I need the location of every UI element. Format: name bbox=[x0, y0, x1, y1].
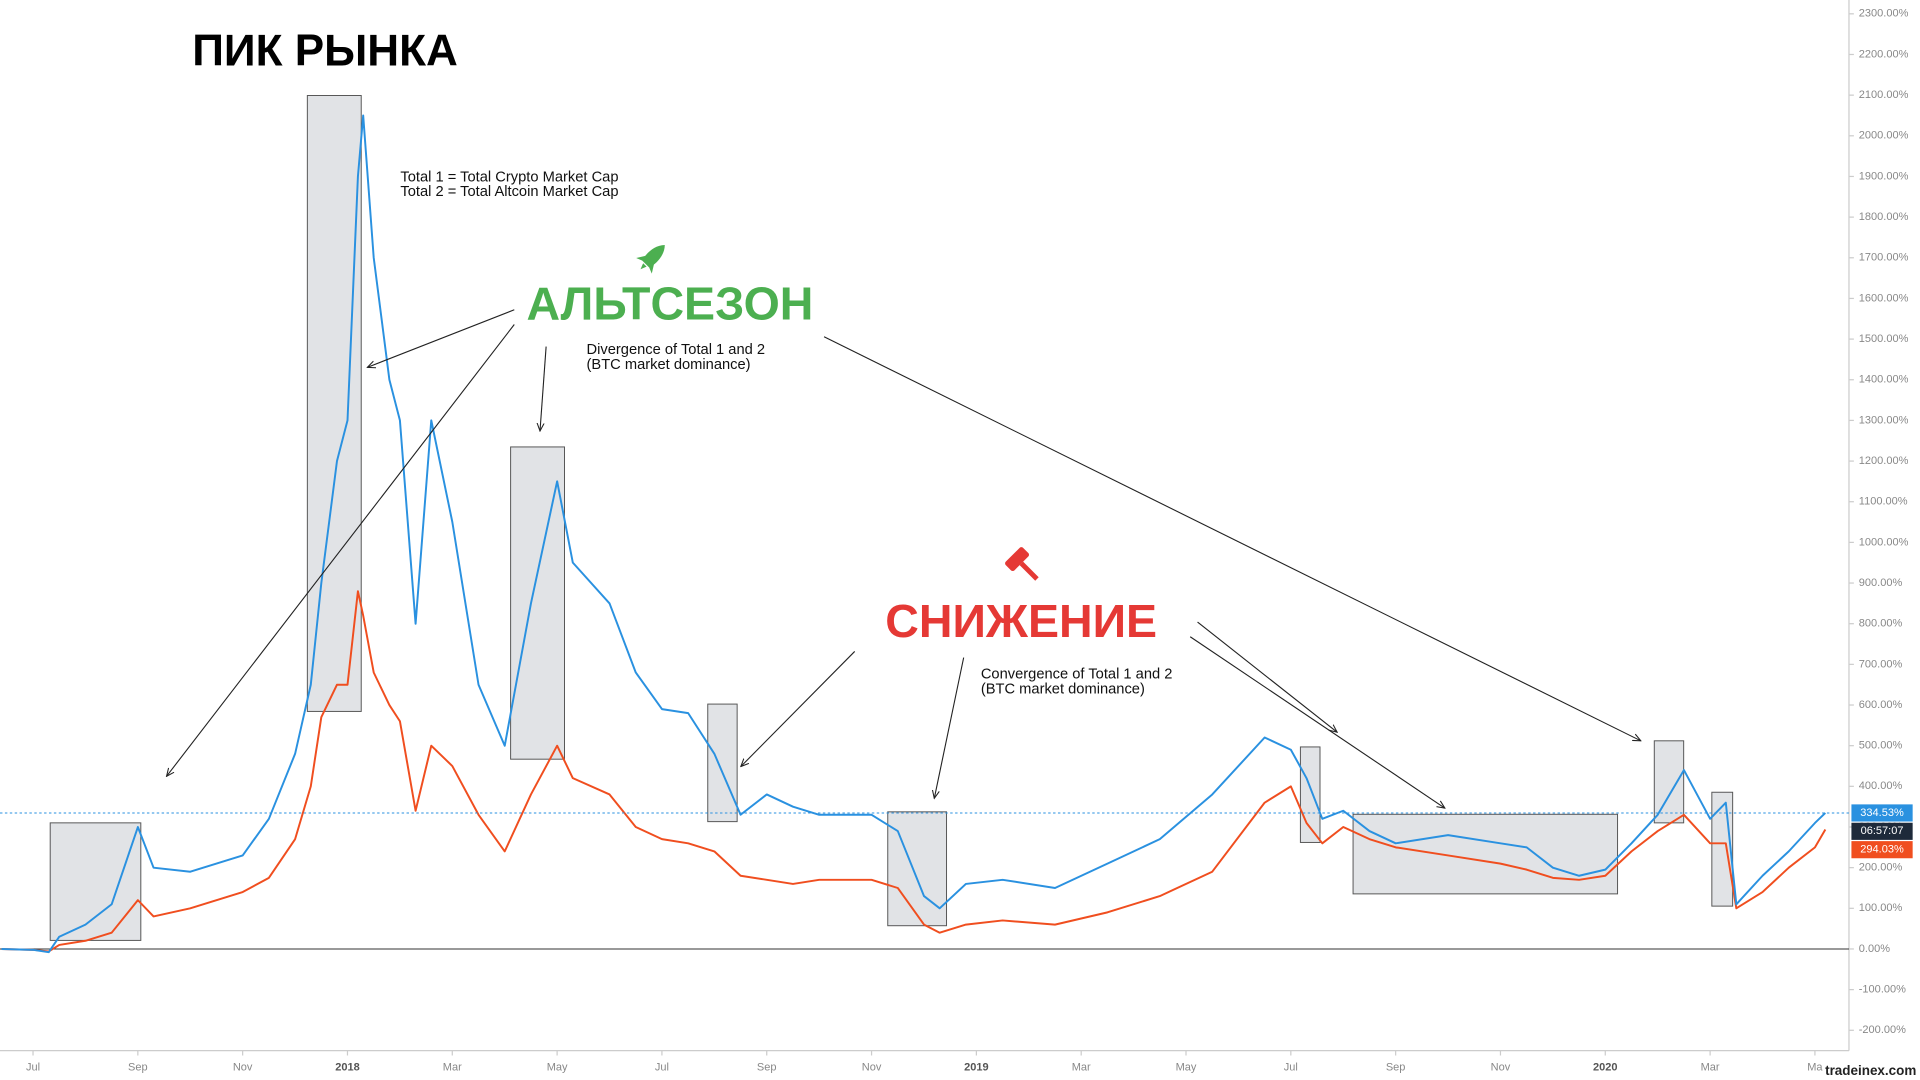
y-tick-label: 0.00% bbox=[1859, 943, 1890, 955]
y-tick-label: 1500.00% bbox=[1859, 333, 1909, 345]
y-tick-label: 500.00% bbox=[1859, 740, 1903, 752]
series-line bbox=[1, 114, 1827, 954]
countdown-label: 06:57:07 bbox=[1851, 822, 1913, 840]
price-label-text: 334.53% bbox=[1860, 807, 1904, 819]
arrow bbox=[823, 336, 1641, 741]
note: Total 2 = Total Altcoin Market Cap bbox=[400, 184, 618, 200]
plot: -200.00%-100.00%0.00%100.00%200.00%300.0… bbox=[0, 8, 1913, 1074]
arrow bbox=[167, 324, 515, 776]
price-label: 294.03% bbox=[1851, 841, 1913, 859]
note: Total 1 = Total Crypto Market Cap bbox=[400, 169, 618, 185]
arrow bbox=[1197, 621, 1338, 732]
y-tick-label: 100.00% bbox=[1859, 902, 1903, 914]
y-tick-label: 2200.00% bbox=[1859, 48, 1909, 60]
countdown-label-text: 06:57:07 bbox=[1861, 825, 1904, 837]
x-tick-label: May bbox=[1176, 1062, 1197, 1074]
y-tick-label: 1200.00% bbox=[1859, 455, 1909, 467]
arrow bbox=[741, 651, 856, 766]
y-tick-label: 2300.00% bbox=[1859, 8, 1909, 20]
watermark: tradeinex.com bbox=[1825, 1063, 1916, 1078]
y-tick-label: 700.00% bbox=[1859, 658, 1903, 670]
x-tick-label: Ma bbox=[1807, 1062, 1823, 1074]
y-tick-label: 200.00% bbox=[1859, 862, 1903, 874]
x-tick-label: Mar bbox=[1701, 1062, 1720, 1074]
highlight-box bbox=[306, 95, 362, 712]
y-tick-label: 1700.00% bbox=[1859, 252, 1909, 264]
arrow bbox=[934, 657, 965, 799]
y-tick-label: 1800.00% bbox=[1859, 211, 1909, 223]
y-tick-label: 400.00% bbox=[1859, 780, 1903, 792]
altseason-label: АЛЬТСЕЗОН bbox=[527, 278, 814, 330]
arrow bbox=[1189, 636, 1445, 808]
x-tick-label: Jul bbox=[1284, 1062, 1298, 1074]
x-tick-label: Sep bbox=[128, 1062, 148, 1074]
highlight-box bbox=[510, 446, 565, 760]
price-label-text: 294.03% bbox=[1860, 844, 1904, 856]
x-tick-label: 2019 bbox=[964, 1062, 989, 1074]
headline: ПИК РЫНКА bbox=[192, 27, 458, 76]
y-tick-label: 1600.00% bbox=[1859, 292, 1909, 304]
y-tick-label: 900.00% bbox=[1859, 577, 1903, 589]
y-tick-label: 600.00% bbox=[1859, 699, 1903, 711]
y-tick-label: 2000.00% bbox=[1859, 130, 1909, 142]
y-tick-label: 1300.00% bbox=[1859, 414, 1909, 426]
x-tick-label: 2020 bbox=[1593, 1062, 1618, 1074]
x-tick-label: Sep bbox=[1386, 1062, 1406, 1074]
gavel-icon bbox=[1005, 547, 1039, 581]
y-tick-label: 1900.00% bbox=[1859, 170, 1909, 182]
highlight-box bbox=[1653, 740, 1685, 824]
highlight-box bbox=[887, 811, 948, 927]
x-tick-label: Jul bbox=[26, 1062, 40, 1074]
decline-label: СНИЖЕНИЕ bbox=[885, 595, 1157, 647]
x-tick-label: 2018 bbox=[335, 1062, 360, 1074]
arrows bbox=[167, 309, 1641, 808]
x-tick-label: Jul bbox=[655, 1062, 669, 1074]
y-tick-label: -100.00% bbox=[1859, 984, 1906, 996]
note: (BTC market dominance) bbox=[981, 681, 1145, 697]
series-line bbox=[1, 590, 1827, 953]
arrow bbox=[540, 346, 547, 431]
note: (BTC market dominance) bbox=[587, 357, 751, 373]
y-tick-label: 800.00% bbox=[1859, 618, 1903, 630]
countdown-label-box bbox=[1851, 822, 1913, 840]
arrow bbox=[367, 309, 515, 368]
highlight-box bbox=[1352, 813, 1619, 895]
x-tick-label: Mar bbox=[443, 1062, 462, 1074]
y-tick-label: 1100.00% bbox=[1859, 496, 1908, 508]
highlight-box bbox=[49, 822, 142, 941]
rocket-icon bbox=[636, 245, 665, 274]
x-tick-label: Sep bbox=[757, 1062, 777, 1074]
y-tick-label: 2100.00% bbox=[1859, 89, 1909, 101]
highlight-box bbox=[1711, 791, 1734, 907]
x-tick-label: Nov bbox=[862, 1062, 882, 1074]
y-tick-label: -200.00% bbox=[1859, 1024, 1906, 1036]
note: Divergence of Total 1 and 2 bbox=[587, 342, 766, 358]
note: Convergence of Total 1 and 2 bbox=[981, 667, 1173, 683]
price-label: 334.53% bbox=[1851, 804, 1913, 822]
highlight-box bbox=[707, 703, 738, 823]
price-label-box bbox=[1851, 804, 1913, 822]
y-tick-label: 1000.00% bbox=[1859, 536, 1909, 548]
y-tick-label: 1400.00% bbox=[1859, 374, 1909, 386]
x-tick-label: Nov bbox=[1491, 1062, 1511, 1074]
x-tick-label: Nov bbox=[233, 1062, 253, 1074]
price-label-box bbox=[1851, 841, 1913, 859]
x-tick-label: Mar bbox=[1072, 1062, 1091, 1074]
x-tick-label: May bbox=[547, 1062, 568, 1074]
